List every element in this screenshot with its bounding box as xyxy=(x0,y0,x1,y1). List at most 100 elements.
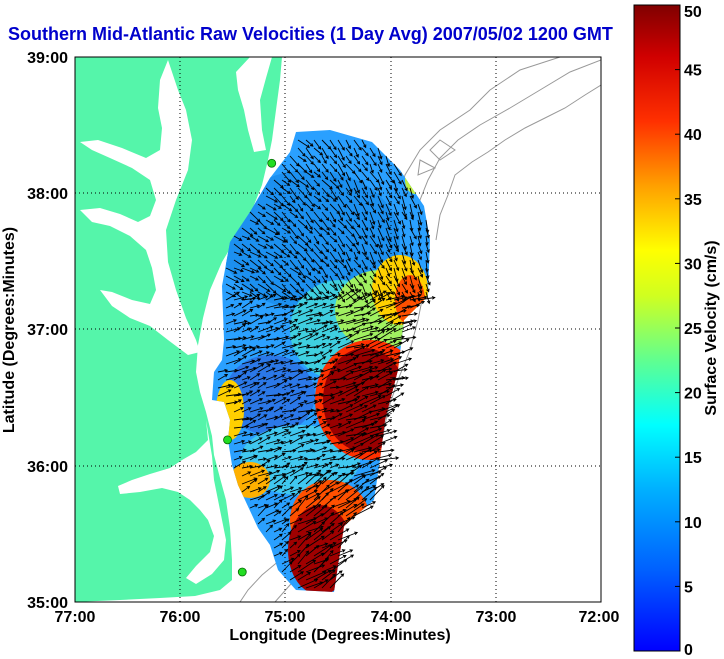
velocity-arrow xyxy=(305,203,314,212)
velocity-arrow xyxy=(257,251,268,259)
velocity-arrow xyxy=(321,573,336,589)
velocity-arrow xyxy=(305,492,320,501)
velocity-arrow xyxy=(305,399,318,405)
velocity-arrow xyxy=(353,139,362,151)
velocity-arrow xyxy=(281,219,291,230)
velocity-arrow xyxy=(353,283,358,293)
velocity-arrow xyxy=(345,345,366,357)
velocity-arrow xyxy=(305,420,317,429)
velocity-arrow xyxy=(305,525,324,533)
velocity-arrow xyxy=(313,342,327,349)
velocity-arrow xyxy=(401,275,407,286)
velocity-arrow xyxy=(297,147,306,157)
velocity-arrow xyxy=(305,267,312,276)
velocity-arrow xyxy=(289,251,298,259)
velocity-arrow xyxy=(393,203,399,216)
velocity-arrow xyxy=(329,549,346,557)
velocity-arrow xyxy=(297,375,313,381)
velocity-arrow xyxy=(313,382,324,389)
x-tick-label: 77:00 xyxy=(55,609,96,626)
velocity-arrow xyxy=(377,243,384,256)
velocity-arrow xyxy=(249,304,261,309)
velocity-arrow xyxy=(377,419,393,429)
velocity-arrow xyxy=(321,203,329,211)
velocity-arrow xyxy=(233,381,248,389)
velocity-arrow xyxy=(345,243,353,253)
velocity-arrow xyxy=(273,440,285,445)
velocity-arrow xyxy=(329,340,341,349)
velocity-arrow xyxy=(401,293,423,301)
velocity-arrow xyxy=(249,251,262,258)
velocity-arrow xyxy=(401,267,408,281)
velocity-arrow xyxy=(281,540,289,549)
velocity-arrow xyxy=(265,519,277,525)
velocity-arrow xyxy=(385,335,406,341)
velocity-arrow xyxy=(377,227,385,242)
velocity-arrow xyxy=(345,195,353,204)
velocity-arrow xyxy=(225,303,235,309)
velocity-arrow xyxy=(297,301,309,309)
velocity-arrow xyxy=(417,219,422,232)
velocity-arrow xyxy=(361,486,378,501)
velocity-arrow xyxy=(377,163,383,173)
velocity-arrow xyxy=(321,235,329,246)
velocity-arrow xyxy=(329,336,340,341)
velocity-arrow xyxy=(369,395,387,405)
velocity-arrow xyxy=(361,155,369,166)
velocity-arrow xyxy=(401,243,408,256)
velocity-arrow xyxy=(289,267,302,276)
velocity-arrow xyxy=(265,431,278,437)
velocity-arrow xyxy=(281,557,295,565)
velocity-arrow xyxy=(297,521,317,533)
velocity-arrow xyxy=(273,494,285,501)
velocity-arrow xyxy=(345,365,363,373)
velocity-arrow xyxy=(249,243,261,254)
velocity-arrow xyxy=(321,365,337,373)
velocity-arrow xyxy=(377,313,397,325)
velocity-arrow xyxy=(297,219,308,229)
velocity-arrow xyxy=(369,259,376,269)
velocity-arrow xyxy=(401,319,418,325)
velocity-arrow xyxy=(313,579,329,589)
velocity-arrow xyxy=(321,211,330,222)
velocity-arrow xyxy=(425,291,431,305)
velocity-arrow xyxy=(249,478,258,485)
velocity-arrow xyxy=(313,275,321,284)
velocity-arrow xyxy=(321,504,335,517)
velocity-arrow xyxy=(353,155,361,165)
velocity-arrow xyxy=(337,147,345,161)
velocity-arrow xyxy=(233,399,242,405)
velocity-arrow xyxy=(377,251,384,264)
velocity-arrow xyxy=(313,569,332,581)
velocity-arrow xyxy=(265,367,276,373)
velocity-arrow xyxy=(225,291,241,301)
velocity-arrow xyxy=(265,509,280,517)
velocity-arrow xyxy=(265,259,274,267)
velocity-arrow xyxy=(257,471,273,477)
velocity-arrow xyxy=(305,412,318,421)
velocity-arrow xyxy=(281,368,292,373)
velocity-arrow xyxy=(337,139,345,151)
velocity-arrow xyxy=(297,391,307,397)
velocity-arrow xyxy=(337,171,344,181)
velocity-arrow xyxy=(257,211,267,218)
velocity-arrow xyxy=(401,312,418,317)
velocity-arrow xyxy=(321,396,335,405)
velocity-arrow xyxy=(289,259,299,271)
velocity-arrow xyxy=(321,227,331,236)
velocity-arrow xyxy=(337,227,345,235)
velocity-arrow xyxy=(329,243,337,253)
velocity-arrow xyxy=(369,349,386,357)
velocity-arrow xyxy=(297,472,313,485)
velocity-arrow xyxy=(361,434,379,445)
velocity-arrow xyxy=(297,139,311,148)
velocity-arrow xyxy=(313,163,321,173)
velocity-arrow xyxy=(297,344,311,349)
velocity-arrow xyxy=(257,302,266,309)
velocity-arrow xyxy=(361,390,379,397)
velocity-arrow xyxy=(361,179,368,191)
velocity-arrow xyxy=(345,433,365,445)
velocity-arrow xyxy=(329,368,341,373)
velocity-arrow xyxy=(361,395,382,405)
velocity-arrow xyxy=(281,163,291,174)
